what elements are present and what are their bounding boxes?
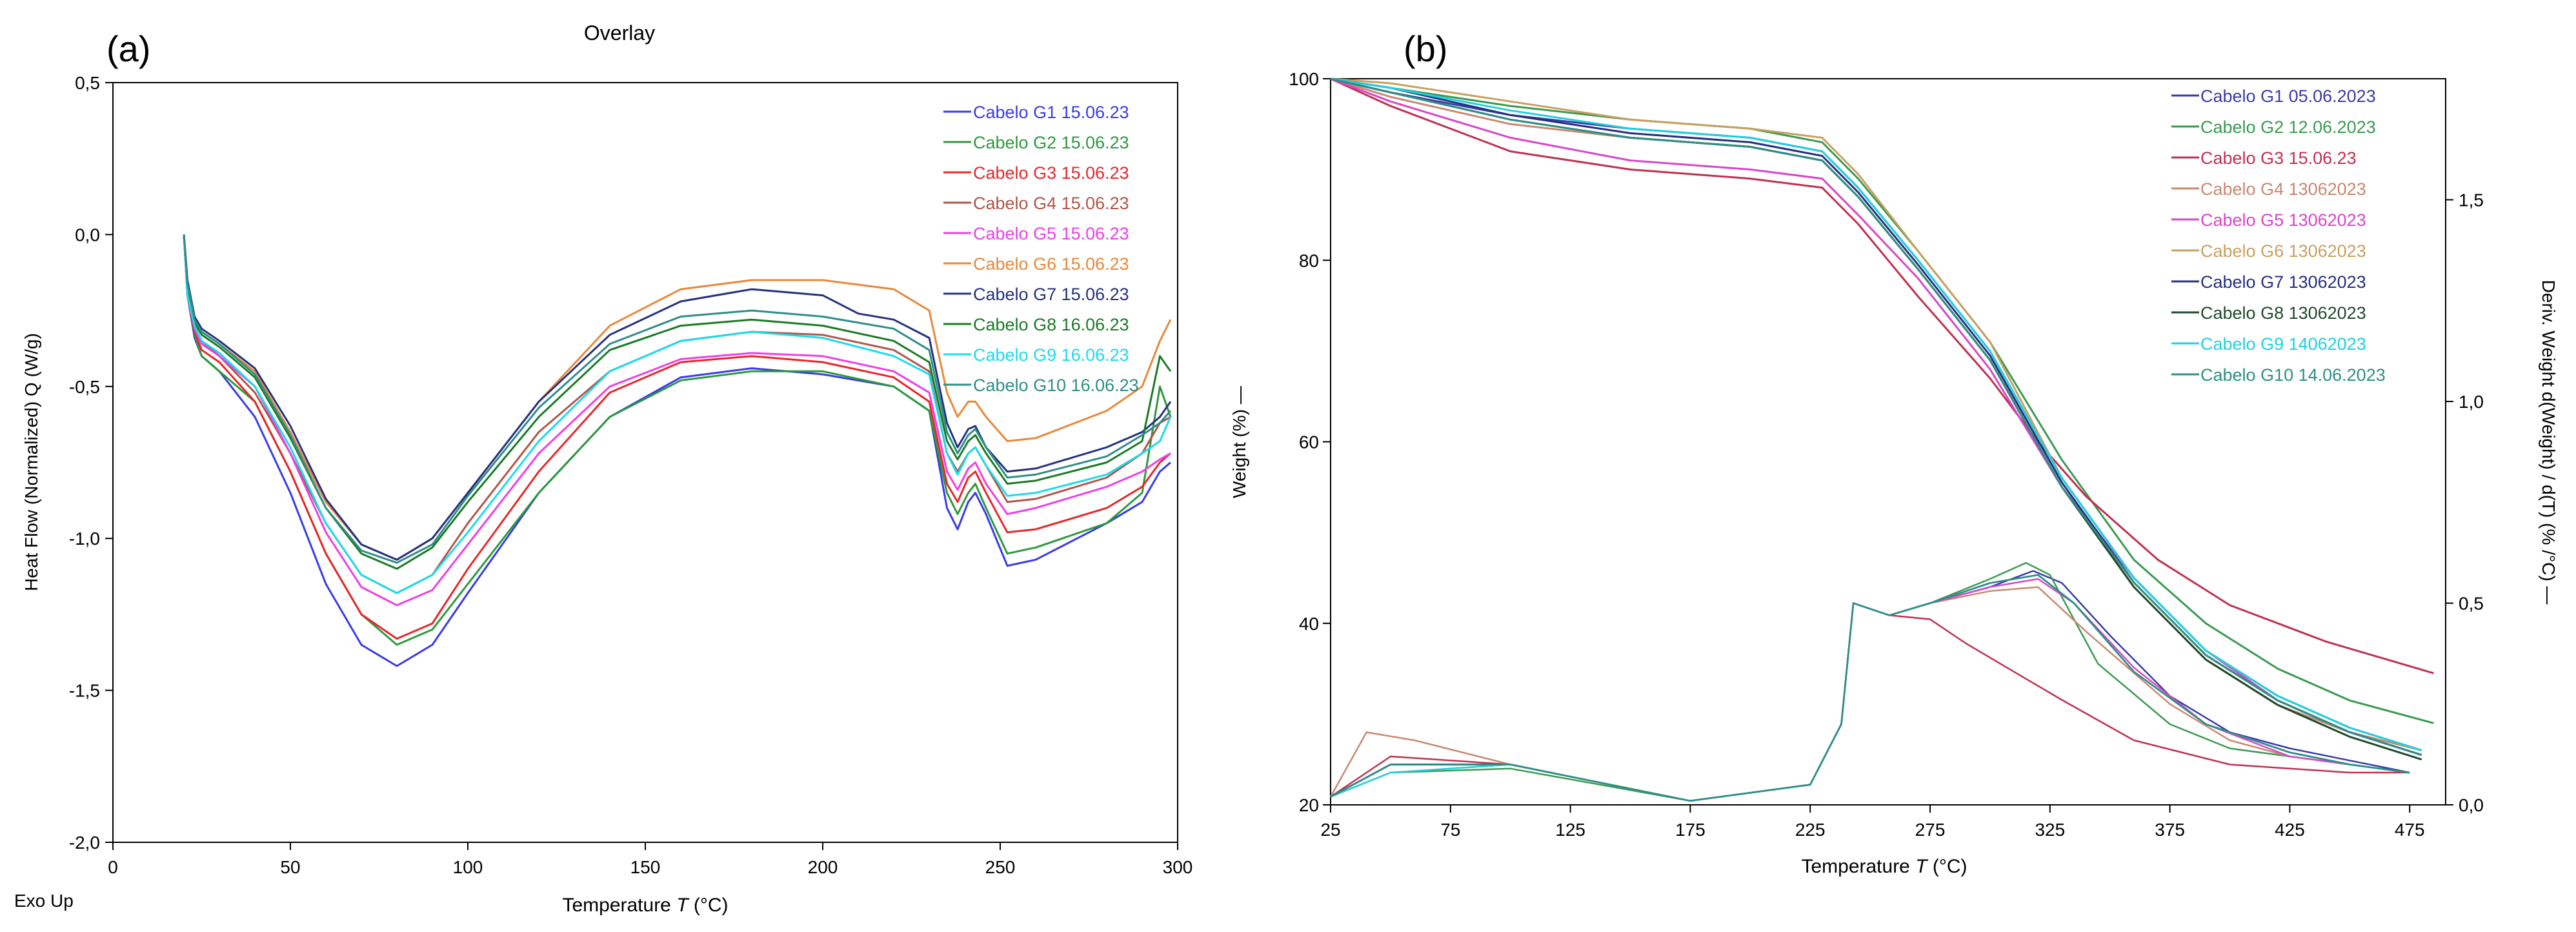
panel-b-xlabel-unit: (°C)	[1933, 856, 1967, 877]
panel-a-xtick-label: 300	[1163, 857, 1193, 877]
panel-b-xtick-label: 325	[2035, 820, 2065, 840]
panel-b-ytick-right-label: 1,5	[2459, 190, 2484, 210]
panel-a-ytick-label: -1,0	[69, 529, 100, 549]
panel-b-ytick-right-label: 1,0	[2459, 392, 2484, 412]
panel-a-ytick-label: -1,5	[69, 681, 100, 701]
panel-b-xtick-label: 275	[1915, 820, 1946, 840]
panel-b-series-lines	[1329, 77, 2434, 802]
panel-a-legend-item: Cabelo G5 15.06.23	[973, 224, 1129, 243]
panel-b-weight-line-cabelo-g3-15-06-23	[1330, 77, 2434, 674]
panel-b-tga-chart: (b) 25 75 125 175 225 275 325 375 425 475 20 40 60 80…	[1229, 28, 2559, 877]
panel-b-xtick-label: 175	[1675, 820, 1706, 840]
panel-b-xtick-label: 425	[2275, 820, 2305, 840]
panel-b-xlabel: Temperature T (°C)	[1801, 856, 1967, 877]
panel-b-weight-line-cabelo-g9-14062023	[1330, 77, 2422, 752]
panel-a-ylabel: Heat Flow (Normalized) Q (W/g)	[21, 333, 41, 591]
panel-b-ytick-label: 100	[1289, 69, 1319, 89]
panel-a-line-cabelo-g7-15-06-23	[183, 234, 1172, 561]
panel-a-legend-item: Cabelo G3 15.06.23	[973, 163, 1129, 183]
panel-a-legend-item: Cabelo G6 15.06.23	[973, 254, 1129, 274]
panel-b-ytick-label: 20	[1299, 795, 1319, 815]
panel-a-xlabel-symbol: T	[676, 895, 690, 916]
panel-b-legend: Cabelo G1 05.06.2023 Cabelo G2 12.06.2023…	[2171, 86, 2386, 385]
panel-b-legend-item: Cabelo G9 14062023	[2200, 334, 2366, 354]
panel-a-xtick-label: 50	[280, 857, 300, 877]
panel-a-ytick-label: 0,5	[75, 73, 100, 93]
panel-a-line-cabelo-g3-15-06-23	[183, 234, 1171, 640]
panel-a-legend-item: Cabelo G7 15.06.23	[973, 285, 1129, 304]
panel-a-xlabel-text: Temperature	[562, 895, 670, 916]
panel-a-line-cabelo-g2-15-06-23	[183, 234, 1172, 646]
panel-a-xtick-label: 200	[808, 857, 838, 877]
panel-a-line-cabelo-g6-15-06-23	[183, 234, 1172, 561]
panel-b-legend-item: Cabelo G6 13062023	[2200, 241, 2366, 261]
panel-a-series-lines	[183, 234, 1172, 667]
panel-a-xtick-label: 100	[453, 857, 483, 877]
panel-a-legend-item: Cabelo G4 15.06.23	[973, 194, 1129, 213]
panel-a-line-cabelo-g9-16-06-23	[183, 234, 1172, 594]
panel-b-xtick-label: 375	[2155, 820, 2185, 840]
panel-b-ylabel: Weight (%) —	[1229, 386, 1249, 498]
panel-a-xlabel-unit: (°C)	[694, 895, 729, 916]
panel-b-legend-item: Cabelo G8 13062023	[2200, 303, 2366, 323]
panel-b-ylabel-right: Deriv. Weight d(Weight) / d(T) (% /°C) —	[2539, 280, 2559, 605]
panel-b-xtick-label: 125	[1555, 820, 1585, 840]
panel-a-legend: Cabelo G1 15.06.23 Cabelo G2 15.06.23 Cabe…	[943, 103, 1139, 395]
panel-b-xtick-label: 25	[1320, 820, 1340, 840]
panel-a-label: (a)	[106, 28, 150, 69]
panel-a-xtick-label: 0	[108, 857, 118, 877]
panel-b-ytick-label: 40	[1299, 614, 1319, 634]
panel-a-title: Overlay	[584, 21, 655, 45]
panel-b-legend-item: Cabelo G10 14.06.2023	[2200, 365, 2386, 385]
panel-b-xlabel-text: Temperature	[1801, 856, 1909, 877]
panel-a-line-cabelo-g8-16-06-23	[183, 234, 1172, 570]
panel-b-xtick-label: 75	[1440, 820, 1460, 840]
panel-a-ticks: 0 50 100 150 200 250 300 -2,0 -1,5 -1,0 -0,5 0,0 0,5	[69, 73, 1193, 877]
panel-b-xlabel-symbol: T	[1915, 856, 1929, 877]
panel-a-ytick-label: -0,5	[69, 377, 100, 397]
panel-a-line-cabelo-g10-16-06-23	[183, 234, 1172, 564]
panel-b-xtick-label: 225	[1795, 820, 1826, 840]
panel-b-weight-line-cabelo-g5-13062023	[1330, 77, 2422, 756]
panel-b-ticks: 25 75 125 175 225 275 325 375 425 475 20 40 60 80 100 0…	[1289, 69, 2484, 840]
panel-b-label: (b)	[1404, 28, 1447, 69]
panel-b-legend-item: Cabelo G7 13062023	[2200, 272, 2366, 292]
panel-a-dsc-chart: (a) Overlay 0 50 100 150 200 250 300 -2,0 -1,5 -1…	[14, 21, 1192, 916]
panel-b-legend-item: Cabelo G3 15.06.23	[2200, 148, 2357, 168]
panel-b-legend-item: Cabelo G2 12.06.2023	[2200, 117, 2376, 137]
panel-a-legend-item: Cabelo G2 15.06.23	[973, 133, 1129, 152]
panel-b-legend-item: Cabelo G1 05.06.2023	[2200, 86, 2376, 106]
panel-a-ytick-label: 0,0	[75, 225, 100, 245]
panel-b-ytick-right-label: 0,5	[2459, 594, 2484, 614]
panel-a-legend-item: Cabelo G10 16.06.23	[973, 376, 1139, 395]
panel-a-legend-item: Cabelo G9 16.06.23	[973, 345, 1129, 365]
panel-a-legend-item: Cabelo G8 16.06.23	[973, 315, 1129, 334]
panel-b-ytick-label: 80	[1299, 250, 1319, 270]
panel-b-ytick-right-label: 0,0	[2459, 795, 2484, 815]
panel-a-xtick-label: 150	[630, 857, 661, 877]
panel-a-legend-item: Cabelo G1 15.06.23	[973, 103, 1129, 122]
panel-a-xlabel: Temperature T (°C)	[562, 895, 728, 916]
panel-a-line-cabelo-g1-15-06-23	[183, 234, 1171, 667]
panel-b-legend-item: Cabelo G4 13062023	[2200, 179, 2366, 199]
panel-b-weight-line-cabelo-g10-14-06-2023	[1330, 77, 2422, 756]
panel-b-legend-item: Cabelo G5 13062023	[2200, 210, 2366, 230]
panel-b-deriv-line-cabelo-g10-14-06-2023	[1330, 574, 2410, 802]
panel-b-xtick-label: 475	[2395, 820, 2425, 840]
panel-a-corner-label: Exo Up	[14, 891, 74, 911]
panel-a-xtick-label: 250	[985, 857, 1016, 877]
panel-b-ytick-label: 60	[1299, 432, 1319, 452]
panel-a-ytick-label: -2,0	[69, 833, 100, 853]
